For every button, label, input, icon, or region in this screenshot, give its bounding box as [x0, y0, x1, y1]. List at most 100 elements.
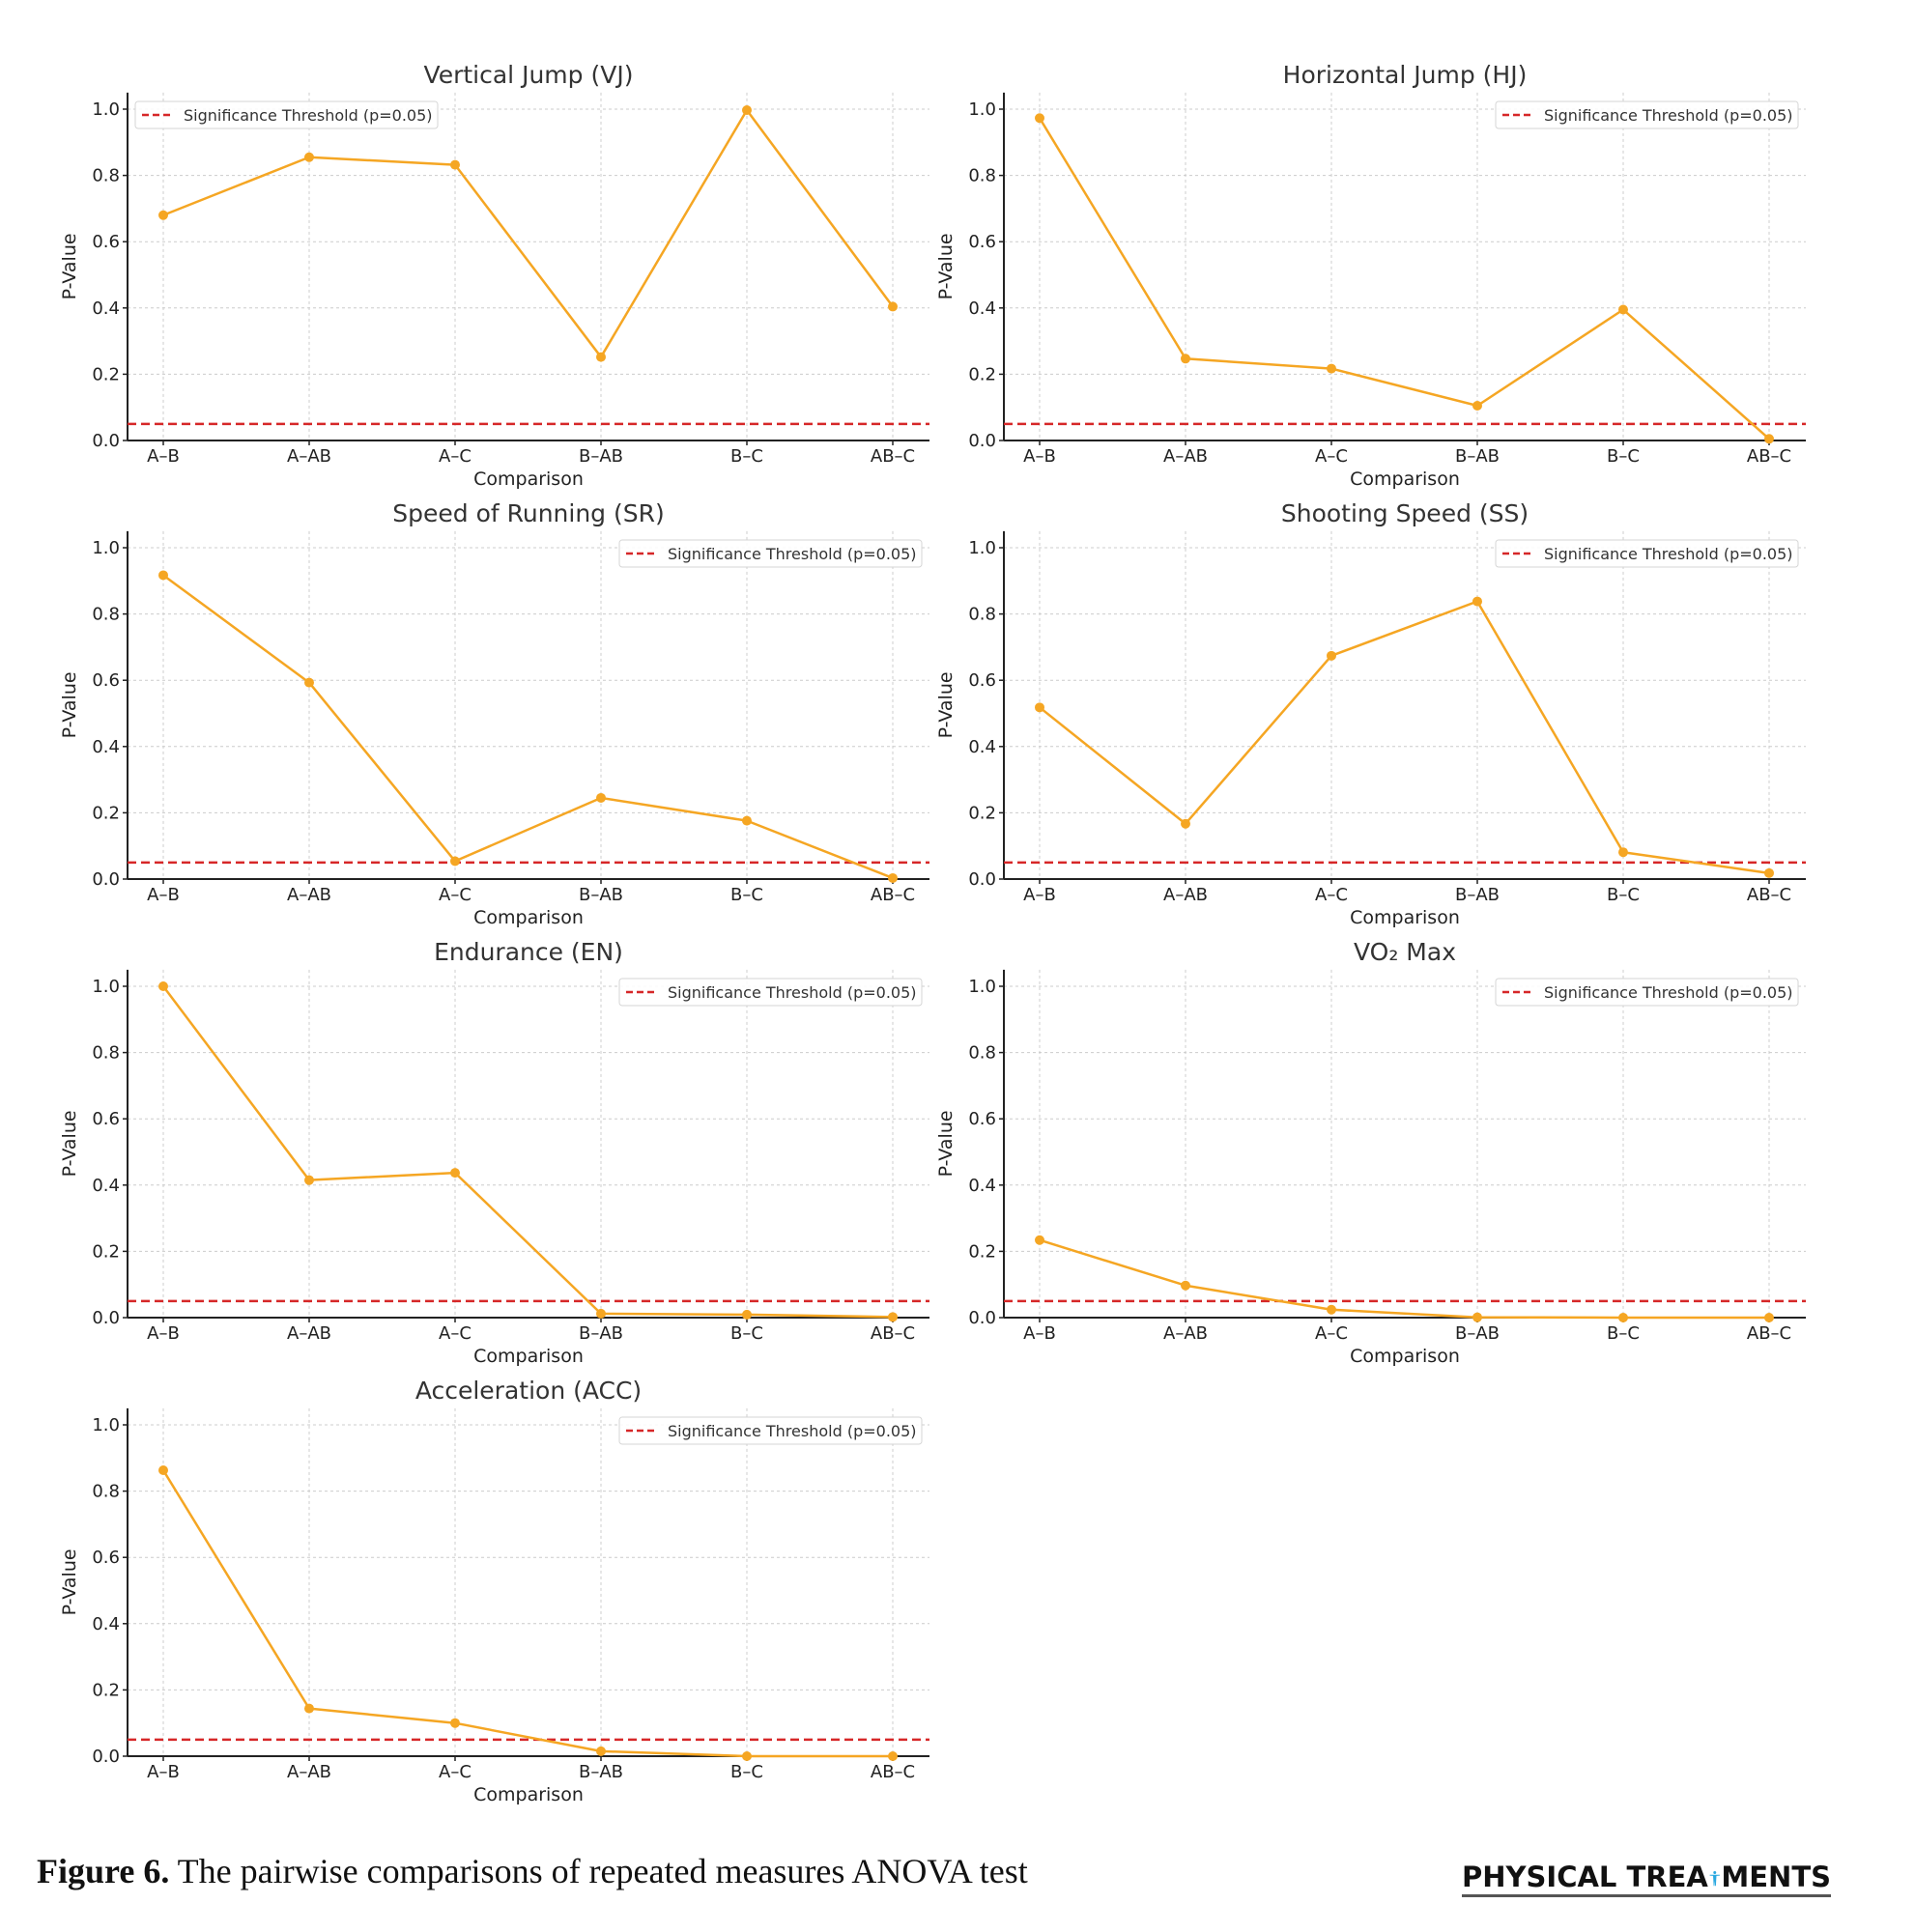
legend-label: Significance Threshold (p=0.05) — [668, 1422, 917, 1440]
data-point — [1764, 867, 1774, 878]
data-point — [304, 677, 314, 688]
data-point — [158, 981, 168, 991]
data-point — [1181, 1280, 1190, 1291]
x-tick-label: AB–C — [871, 1762, 915, 1782]
y-tick-label: 0.4 — [968, 737, 996, 757]
legend-box — [134, 100, 439, 129]
x-tick-label: B–AB — [1455, 885, 1500, 905]
y-tick-label: 0.6 — [92, 1109, 120, 1129]
x-tick-label: A–B — [147, 1762, 180, 1782]
data-point — [1618, 1313, 1628, 1322]
data-point — [742, 1751, 752, 1761]
x-tick-label: A–AB — [287, 1762, 331, 1782]
y-axis-label: P-Value — [59, 1548, 80, 1615]
y-axis-label: P-Value — [59, 233, 80, 299]
y-tick-label: 0.0 — [92, 431, 120, 451]
data-point — [158, 210, 168, 220]
subplot-5: 0.0 0.2 0.4 0.6 0.8 1.0 A–B A–AB A–C B–AB B–C AB–C C… — [59, 938, 929, 1367]
data-point — [888, 301, 898, 312]
p-value-series-line — [1039, 600, 1770, 875]
x-tick-label: A–C — [1315, 446, 1348, 467]
legend: Significance Threshold (p=0.05) — [618, 978, 923, 1007]
legend-label: Significance Threshold (p=0.05) — [668, 545, 917, 563]
y-tick-label: 0.0 — [968, 1308, 996, 1328]
y-tick-label: 0.6 — [968, 670, 996, 691]
subplot-1: 0.0 0.2 0.4 0.6 0.8 1.0 A–B A–AB A–C B–AB B–C AB–C C… — [59, 61, 929, 490]
data-point — [888, 872, 898, 883]
y-tick-label: 0.2 — [968, 1241, 996, 1262]
subplot-title: Acceleration (ACC) — [415, 1377, 642, 1405]
journal-logo-underline — [1462, 1894, 1831, 1897]
legend: Significance Threshold (p=0.05) — [134, 100, 439, 129]
data-point — [742, 105, 752, 116]
y-tick-label: 0.6 — [968, 232, 996, 252]
x-tick-label: B–AB — [1455, 1323, 1500, 1344]
x-tick-label: B–C — [730, 1762, 763, 1782]
data-point — [1618, 847, 1628, 858]
legend: Significance Threshold (p=0.05) — [1495, 100, 1799, 129]
figure-caption: Figure 6. The pairwise comparisons of re… — [37, 1851, 1028, 1891]
x-axis-label: Comparison — [473, 907, 584, 928]
y-axis-label: P-Value — [59, 671, 80, 738]
legend-box — [618, 1416, 923, 1445]
subplot-2: 0.0 0.2 0.4 0.6 0.8 1.0 A–B A–AB A–C B–AB B–C AB–C C… — [935, 61, 1806, 490]
y-axis-label: P-Value — [935, 1110, 957, 1177]
y-tick-label: 1.0 — [968, 99, 996, 120]
x-tick-label: B–C — [1607, 446, 1640, 467]
legend: Significance Threshold (p=0.05) — [1495, 978, 1799, 1007]
y-tick-label: 0.4 — [968, 298, 996, 319]
x-tick-label: A–C — [439, 1323, 472, 1344]
x-tick-label: B–C — [1607, 1323, 1640, 1344]
data-point — [158, 1464, 168, 1475]
y-tick-label: 1.0 — [92, 977, 120, 997]
data-point — [1472, 400, 1482, 411]
data-point — [304, 152, 314, 162]
data-point — [1035, 1235, 1044, 1245]
y-tick-label: 0.0 — [92, 1747, 120, 1767]
data-point — [450, 1718, 460, 1728]
data-point — [888, 1751, 898, 1761]
y-tick-label: 0.2 — [968, 364, 996, 384]
x-tick-label: B–AB — [1455, 446, 1500, 467]
x-tick-label: B–C — [1607, 885, 1640, 905]
subplot-7: 0.0 0.2 0.4 0.6 0.8 1.0 A–B A–AB A–C B–AB B–C AB–C C… — [59, 1377, 929, 1805]
x-axis-label: Comparison — [473, 1346, 584, 1367]
subplot-title: VO₂ Max — [1354, 938, 1456, 966]
p-value-series-line — [161, 1469, 893, 1758]
subplot-4: 0.0 0.2 0.4 0.6 0.8 1.0 A–B A–AB A–C B–AB B–C AB–C C… — [935, 499, 1806, 928]
subplot-title: Endurance (EN) — [434, 938, 623, 966]
data-point — [596, 1308, 606, 1319]
x-tick-label: A–AB — [287, 1323, 331, 1344]
data-point — [742, 815, 752, 826]
x-tick-label: AB–C — [1747, 446, 1791, 467]
legend: Significance Threshold (p=0.05) — [618, 1416, 923, 1445]
data-point — [1327, 1304, 1336, 1315]
x-axis-label: Comparison — [1350, 469, 1460, 490]
legend-box — [1495, 978, 1799, 1007]
y-axis-label: P-Value — [935, 671, 957, 738]
figure-6-chart-grid: 0.0 0.2 0.4 0.6 0.8 1.0 A–B A–AB A–C B–AB B–C AB–C C… — [59, 61, 1806, 1805]
data-point — [888, 1312, 898, 1322]
legend-label: Significance Threshold (p=0.05) — [184, 106, 433, 125]
y-tick-label: 0.8 — [92, 1482, 120, 1502]
x-tick-label: A–C — [439, 885, 472, 905]
legend: Significance Threshold (p=0.05) — [1495, 539, 1799, 568]
x-tick-label: AB–C — [1747, 885, 1791, 905]
x-tick-label: B–AB — [579, 885, 623, 905]
data-point — [1327, 363, 1336, 374]
y-tick-label: 0.8 — [968, 166, 996, 186]
subplot-title: Shooting Speed (SS) — [1281, 499, 1529, 527]
x-tick-label: A–C — [1315, 1323, 1348, 1344]
x-tick-label: A–B — [147, 885, 180, 905]
data-point — [1181, 818, 1190, 829]
data-point — [1181, 354, 1190, 364]
x-tick-label: A–C — [439, 1762, 472, 1782]
subplot-6: 0.0 0.2 0.4 0.6 0.8 1.0 A–B A–AB A–C B–AB B–C AB–C C… — [935, 938, 1806, 1367]
subplot-title: Horizontal Jump (HJ) — [1283, 61, 1528, 89]
x-axis-label: Comparison — [1350, 1346, 1460, 1367]
x-tick-label: AB–C — [871, 1323, 915, 1344]
y-tick-label: 0.2 — [92, 803, 120, 823]
y-tick-label: 0.0 — [968, 869, 996, 890]
p-value-series-line — [1039, 1238, 1769, 1320]
subplot-3: 0.0 0.2 0.4 0.6 0.8 1.0 A–B A–AB A–C B–AB B–C AB–C C… — [59, 499, 929, 928]
